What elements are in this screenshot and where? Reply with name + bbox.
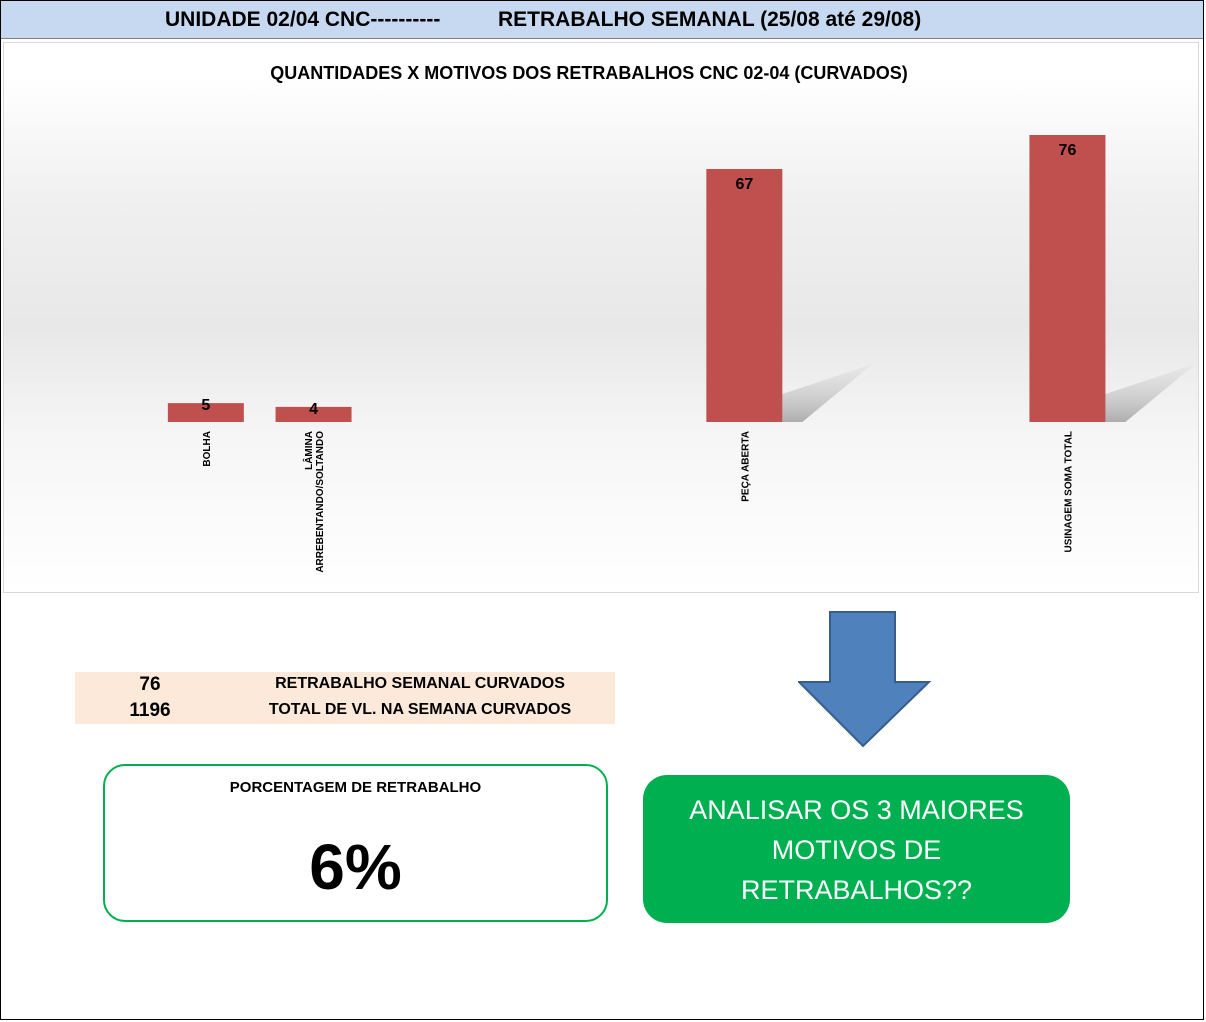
- action-text: ANALISAR OS 3 MAIORES MOTIVOS DE RETRABA…: [663, 790, 1050, 910]
- chart-plot-svg: 5 4 67 76 BOLHA LÂMINA ARREBENTANDO/SOLTANDO P…: [167, 135, 1196, 573]
- action-line-1: ANALISAR OS 3 MAIORES: [689, 795, 1024, 825]
- action-line-3: RETRABALHOS??: [740, 875, 973, 905]
- chart-title: QUANTIDADES X MOTIVOS DOS RETRABALHOS CN…: [270, 63, 908, 83]
- data-label-5: 67: [735, 176, 753, 193]
- bar-shadow: [782, 364, 873, 422]
- summary-value: 76: [139, 674, 161, 695]
- category-tick-label: LÂMINA: [302, 431, 315, 470]
- percentage-label: PORCENTAGEM DE RETRABALHO: [229, 779, 482, 796]
- category-tick-label: ARREBENTANDO/SOLTANDO: [315, 431, 326, 573]
- header-period-title: RETRABALHO SEMANAL (25/08 até 29/08): [498, 8, 922, 31]
- summary-row-weekly-rework: 76 RETRABALHO SEMANAL CURVADOS: [75, 672, 615, 698]
- summary-label: TOTAL DE VL. NA SEMANA CURVADOS: [268, 701, 572, 718]
- data-label-1: 4: [309, 401, 318, 418]
- bar-chart: QUANTIDADES X MOTIVOS DOS RETRABALHOS CN…: [3, 42, 1199, 593]
- action-callout: ANALISAR OS 3 MAIORES MOTIVOS DE RETRABA…: [643, 775, 1070, 923]
- header-bar: UNIDADE 02/04 CNC---------- RETRABALHO S…: [1, 1, 1203, 39]
- category-tick-label: PEÇA ABERTA: [740, 431, 751, 502]
- summary-value: 1196: [129, 700, 171, 721]
- data-label-8: 76: [1059, 142, 1077, 159]
- percentage-value: 6%: [309, 831, 402, 903]
- bar-5: [706, 168, 783, 422]
- bar-shadow: [1105, 364, 1196, 422]
- summary-table: 76 RETRABALHO SEMANAL CURVADOS 1196 TOTA…: [75, 672, 615, 724]
- down-arrow-icon: [798, 611, 932, 748]
- data-label-0: 5: [201, 397, 210, 414]
- summary-label: RETRABALHO SEMANAL CURVADOS: [275, 675, 565, 692]
- bar-1: [275, 406, 352, 422]
- category-tick-label: BOLHA: [202, 431, 213, 467]
- summary-row-weekly-total: 1196 TOTAL DE VL. NA SEMANA CURVADOS: [75, 698, 615, 724]
- bar-8: [1029, 135, 1106, 422]
- bar-0: [167, 403, 244, 422]
- category-tick-label: USINAGEM SOMA TOTAL: [1063, 431, 1074, 552]
- action-line-2: MOTIVOS DE: [771, 835, 942, 865]
- rework-percentage-box: PORCENTAGEM DE RETRABALHO 6%: [103, 764, 608, 922]
- header-unit-title: UNIDADE 02/04 CNC----------: [165, 8, 441, 31]
